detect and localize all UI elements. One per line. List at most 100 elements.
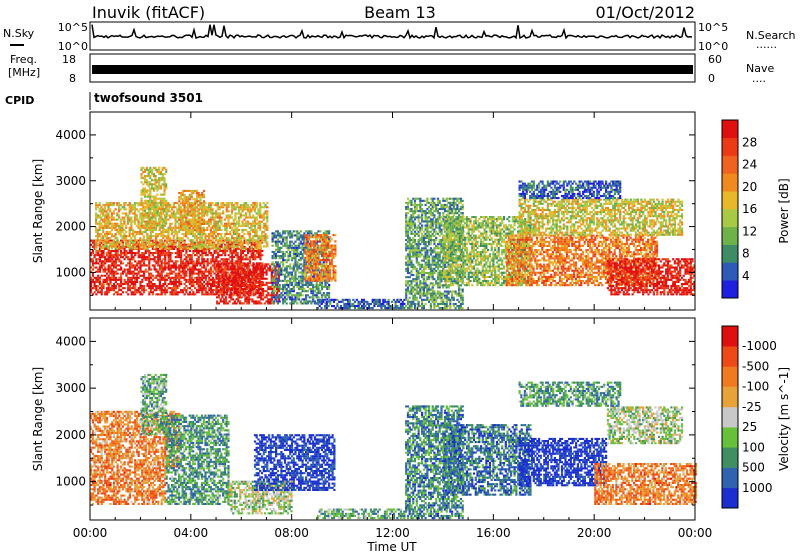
range-cell: [210, 239, 213, 242]
range-cell: [148, 241, 151, 244]
range-cell: [259, 226, 262, 229]
range-cell: [308, 281, 311, 284]
range-cell: [319, 283, 322, 286]
range-cell: [290, 232, 294, 235]
range-cell: [111, 270, 114, 273]
range-cell: [96, 228, 99, 231]
range-cell: [248, 216, 251, 219]
range-cell: [135, 218, 138, 221]
range-cell: [148, 258, 151, 261]
range-cell: [149, 168, 152, 171]
range-cell: [194, 229, 197, 232]
range-cell: [230, 216, 234, 219]
range-cell: [292, 269, 295, 272]
range-cell: [224, 275, 228, 278]
range-cell: [239, 267, 242, 270]
range-cell: [167, 210, 170, 213]
range-cell: [155, 247, 158, 250]
range-cell: [127, 268, 130, 271]
range-cell: [236, 262, 239, 265]
range-cell: [312, 292, 315, 295]
range-cell: [125, 280, 128, 283]
range-cell: [202, 233, 205, 236]
range-cell: [301, 279, 304, 282]
range-cell: [225, 268, 229, 271]
range-cell: [109, 270, 112, 273]
range-cell: [121, 239, 124, 242]
range-cell: [137, 222, 140, 225]
range-cell: [163, 173, 166, 176]
range-cell: [301, 244, 304, 247]
range-cell: [114, 243, 117, 246]
range-cell: [206, 210, 209, 213]
range-cell: [123, 283, 126, 286]
range-cell: [195, 230, 198, 233]
range-cell: [169, 241, 172, 244]
range-cell: [152, 195, 155, 198]
range-cell: [180, 210, 183, 213]
range-cell: [170, 228, 174, 231]
range-cell: [155, 214, 158, 217]
range-cell: [93, 287, 96, 290]
range-cell: [306, 302, 309, 305]
range-cell: [310, 288, 313, 291]
range-cell: [148, 276, 151, 279]
range-cell: [294, 252, 297, 255]
range-cell: [185, 278, 188, 281]
range-cell: [320, 294, 324, 297]
range-cell: [104, 278, 107, 281]
range-cell: [244, 300, 247, 303]
range-cell: [204, 239, 207, 242]
range-cell: [296, 263, 299, 266]
range-cell: [213, 220, 216, 223]
range-cell: [165, 216, 168, 219]
range-cell: [201, 278, 204, 281]
range-cell: [147, 220, 150, 223]
range-cell: [107, 241, 110, 244]
range-cell: [239, 296, 242, 299]
range-cell: [215, 216, 218, 219]
range-cell: [236, 245, 239, 248]
range-cell: [315, 292, 318, 295]
range-cell: [210, 268, 213, 271]
range-cell: [230, 292, 233, 295]
range-cell: [311, 250, 314, 253]
range-cell: [171, 280, 174, 283]
range-cell: [114, 285, 117, 288]
range-cell: [155, 233, 158, 236]
range-cell: [206, 254, 209, 257]
range-cell: [164, 274, 167, 277]
range-cell: [245, 222, 248, 225]
range-cell: [154, 210, 157, 213]
range-cell: [276, 302, 279, 305]
range-cell: [223, 271, 226, 274]
range-cell: [102, 204, 105, 207]
range-cell: [304, 250, 307, 253]
range-cell: [132, 243, 135, 246]
range-cell: [199, 245, 202, 248]
range-cell: [153, 208, 156, 211]
range-cell: [107, 287, 110, 290]
range-cell: [149, 230, 152, 233]
range-cell: [151, 241, 154, 244]
range-cell: [209, 230, 212, 233]
range-cell: [266, 216, 269, 219]
range-cell: [120, 268, 123, 271]
range-cell: [114, 208, 117, 211]
range-cell: [211, 212, 214, 215]
range-cell: [141, 287, 144, 290]
range-cell: [220, 212, 223, 215]
range-cell: [282, 255, 285, 258]
range-cell: [165, 272, 169, 275]
range-cell: [132, 276, 135, 279]
range-cell: [143, 187, 147, 190]
range-cell: [152, 216, 155, 219]
range-cell: [289, 232, 292, 235]
range-cell: [167, 254, 170, 257]
range-cell: [309, 244, 312, 247]
range-cell: [187, 245, 190, 248]
sky-right-tick-bottom: 10^0: [698, 40, 728, 53]
range-cell: [278, 300, 281, 303]
range-cell: [163, 216, 167, 219]
range-cell: [142, 270, 146, 273]
